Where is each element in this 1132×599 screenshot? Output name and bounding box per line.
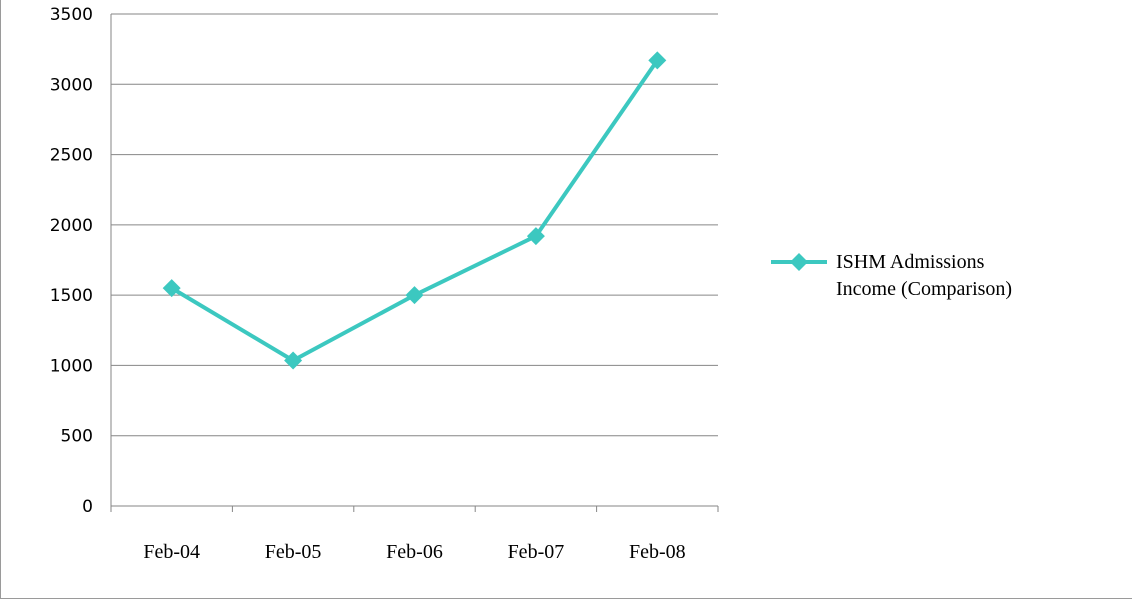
y-axis-tick-labels: 0 500 1000 1500 2000 2500 3000 3500: [50, 5, 93, 517]
y-tick-label-2500: 2500: [50, 146, 93, 166]
legend-label: ISHM Admissions Income (Comparison): [836, 251, 1013, 300]
data-point-feb-07: [526, 227, 545, 246]
y-tick-label-0: 0: [82, 497, 93, 517]
x-tick-label-feb-08: Feb-08: [629, 541, 686, 563]
y-tick-label-2000: 2000: [50, 216, 93, 236]
x-tick-label-feb-05: Feb-05: [265, 541, 322, 563]
x-tick-label-feb-06: Feb-06: [386, 541, 443, 563]
y-tick-label-3000: 3000: [50, 75, 93, 95]
legend-swatch-line: [771, 253, 827, 271]
x-axis-tick-labels: Feb-04 Feb-05 Feb-06 Feb-07 Feb-08: [143, 541, 685, 563]
y-tick-label-1000: 1000: [50, 356, 93, 376]
gridlines: [111, 13, 718, 437]
data-point-feb-08: [648, 51, 667, 70]
series-layer: [162, 51, 667, 370]
data-point-feb-04: [162, 279, 181, 298]
x-tick-label-feb-07: Feb-07: [508, 541, 565, 563]
axes: [110, 14, 719, 512]
x-tick-label-feb-04: Feb-04: [143, 541, 200, 563]
y-tick-label-3500: 3500: [50, 5, 93, 25]
y-tick-label-500: 500: [61, 427, 93, 447]
data-point-feb-06: [405, 286, 424, 305]
data-point-feb-05: [284, 351, 303, 370]
y-tick-label-1500: 1500: [50, 286, 93, 306]
legend: ISHM Admissions Income (Comparison): [769, 248, 1129, 318]
series-line-0: [169, 58, 660, 363]
